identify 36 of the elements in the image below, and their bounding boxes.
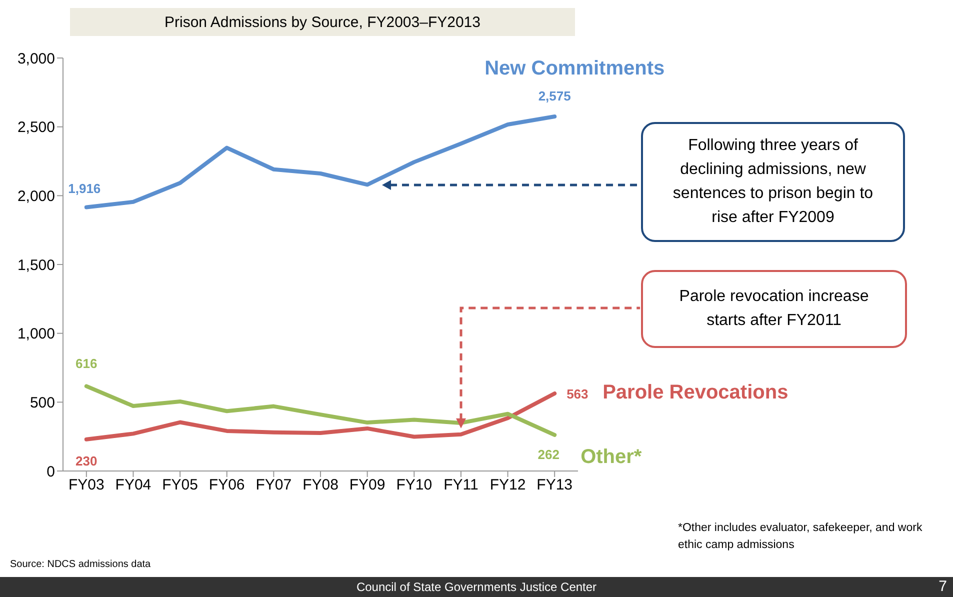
text: Parole revocation increase starts after FY2011 <box>641 270 907 348</box>
data-label: 1,916 <box>68 181 101 196</box>
x-tick-label: FY08 <box>302 476 338 494</box>
y-tick-label: 1,500 <box>17 256 55 274</box>
line-series <box>84 384 557 437</box>
text: *Other includes evaluator, safekeeper, and work ethic camp admissions <box>678 521 924 553</box>
x-tick-label: FY13 <box>536 476 573 494</box>
text: Parole Revocations <box>602 381 788 404</box>
data-label: 262 <box>538 446 560 462</box>
y-tick-label: 0 <box>46 463 55 480</box>
data-label: 563 <box>566 386 588 402</box>
text: 7 <box>938 578 947 595</box>
x-tick-label: FY05 <box>162 476 198 494</box>
x-tick-label: FY12 <box>490 476 526 494</box>
text: New Commitments <box>484 58 665 80</box>
data-label: 2,575 <box>538 88 571 104</box>
x-tick-label: FY06 <box>208 476 245 494</box>
data-label: 230 <box>76 453 98 468</box>
text: Following three years of declining admissions, new sentences to prison begin to rise after FY2009 <box>641 122 905 242</box>
source-note: Source: NDCS admissions data <box>10 559 151 570</box>
x-tick-label: FY10 <box>396 476 432 494</box>
chart-title: Prison Admissions by Source, FY2003–FY2013 <box>70 8 575 36</box>
x-tick-label: FY07 <box>256 476 292 494</box>
y-tick-label: 1,000 <box>17 326 55 343</box>
line-series <box>84 391 557 442</box>
x-tick-label: FY09 <box>349 476 386 494</box>
y-tick-label: 3,000 <box>17 50 55 68</box>
data-label: 616 <box>76 356 98 372</box>
series-label: Other* <box>580 446 642 468</box>
y-tick-label: 2,000 <box>17 188 55 205</box>
x-tick-label: FY11 <box>444 476 478 494</box>
y-tick-label: 2,500 <box>17 119 55 136</box>
text: Council of State Governments Justice Center <box>356 580 597 594</box>
x-tick-label: FY03 <box>68 476 104 494</box>
y-tick-label: 500 <box>30 394 55 412</box>
x-tick-label: FY04 <box>115 476 152 494</box>
